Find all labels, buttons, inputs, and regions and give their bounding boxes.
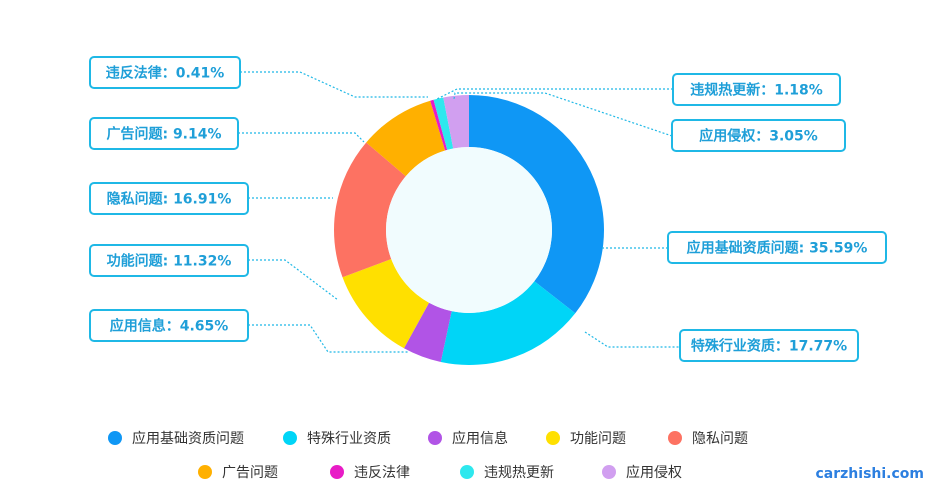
data-label-box-7 [672, 73, 841, 106]
data-label-box-4 [89, 182, 249, 215]
data-label-1: 特殊行业资质：17.77% [679, 329, 859, 362]
legend-swatch-5 [198, 465, 212, 479]
data-label-text-5: 广告问题: 9.14% [106, 126, 221, 143]
leader-line-5 [238, 132, 365, 143]
data-label-box-5 [89, 117, 239, 150]
legend-label-6: 违反法律 [354, 465, 410, 481]
legend-swatch-0 [108, 431, 122, 445]
data-label-box-1 [679, 329, 859, 362]
legend-label-2: 应用信息 [452, 430, 508, 447]
legend-label-5: 广告问题 [222, 465, 278, 481]
legend-item-7: 违规热更新 [460, 465, 554, 481]
data-label-5: 广告问题: 9.14% [89, 117, 239, 150]
legend-label-3: 功能问题 [570, 431, 626, 447]
data-label-callouts: 应用基础资质问题: 35.59% 特殊行业资质：17.77% 应用信息：4.65% 功… [89, 56, 887, 362]
data-label-text-3: 功能问题: 11.32% [107, 253, 232, 270]
legend-item-6: 违反法律 [330, 465, 410, 481]
legend-item-0: 应用基础资质问题 [108, 430, 244, 447]
slice-0 [469, 95, 604, 314]
legend-label-0: 应用基础资质问题 [132, 430, 244, 447]
legend-swatch-1 [283, 431, 297, 445]
legend-swatch-6 [330, 465, 344, 479]
slice-6 [430, 99, 448, 151]
data-label-text-6: 违反法律：0.41% [106, 65, 225, 82]
data-label-text-1: 特殊行业资质：17.77% [691, 338, 847, 355]
data-label-4: 隐私问题: 16.91% [89, 182, 249, 215]
legend-swatch-7 [460, 465, 474, 479]
slice-3 [342, 259, 430, 349]
legend-item-1: 特殊行业资质 [283, 431, 391, 447]
slice-8 [443, 95, 469, 149]
legend-label-1: 特殊行业资质 [307, 431, 391, 447]
legend-label-7: 违规热更新 [484, 465, 554, 481]
legend-swatch-4 [668, 431, 682, 445]
leader-lines [238, 71, 680, 353]
data-label-text-7: 违规热更新：1.18% [690, 82, 823, 99]
data-label-box-6 [89, 56, 241, 89]
leader-line-1 [584, 331, 680, 348]
slice-4 [334, 142, 406, 278]
legend-swatch-3 [546, 431, 560, 445]
legend-item-8: 应用侵权 [602, 464, 682, 481]
legend-swatch-2 [428, 431, 442, 445]
slice-7 [433, 97, 454, 150]
donut-center [386, 147, 552, 313]
data-label-box-0 [667, 231, 887, 264]
leader-line-3 [248, 259, 339, 301]
data-label-box-3 [89, 244, 249, 277]
donut-slices [334, 95, 604, 365]
data-label-text-0: 应用基础资质问题: 35.59% [687, 240, 868, 257]
slice-1 [440, 281, 576, 365]
data-label-text-4: 隐私问题: 16.91% [107, 191, 232, 208]
legend-label-4: 隐私问题 [692, 431, 748, 447]
data-label-text-8: 应用侵权：3.05% [699, 128, 818, 145]
legend-swatch-8 [602, 465, 616, 479]
data-label-7: 违规热更新：1.18% [672, 73, 841, 106]
leader-line-6 [240, 71, 428, 98]
legend-item-5: 广告问题 [198, 465, 278, 481]
data-label-3: 功能问题: 11.32% [89, 244, 249, 277]
legend-item-4: 隐私问题 [668, 431, 748, 447]
data-label-box-2 [89, 309, 249, 342]
data-label-6: 违反法律：0.41% [89, 56, 241, 89]
legend-item-3: 功能问题 [546, 431, 626, 447]
data-label-8: 应用侵权：3.05% [671, 119, 846, 152]
data-label-box-8 [671, 119, 846, 152]
slice-2 [403, 302, 452, 363]
slice-5 [366, 100, 446, 177]
data-label-text-2: 应用信息：4.65% [110, 318, 229, 335]
data-label-0: 应用基础资质问题: 35.59% [667, 231, 887, 264]
watermark-logo: carzhishi.com [815, 466, 925, 482]
legend-label-8: 应用侵权 [626, 464, 682, 481]
legend-item-2: 应用信息 [428, 430, 508, 447]
data-label-2: 应用信息：4.65% [89, 309, 249, 342]
